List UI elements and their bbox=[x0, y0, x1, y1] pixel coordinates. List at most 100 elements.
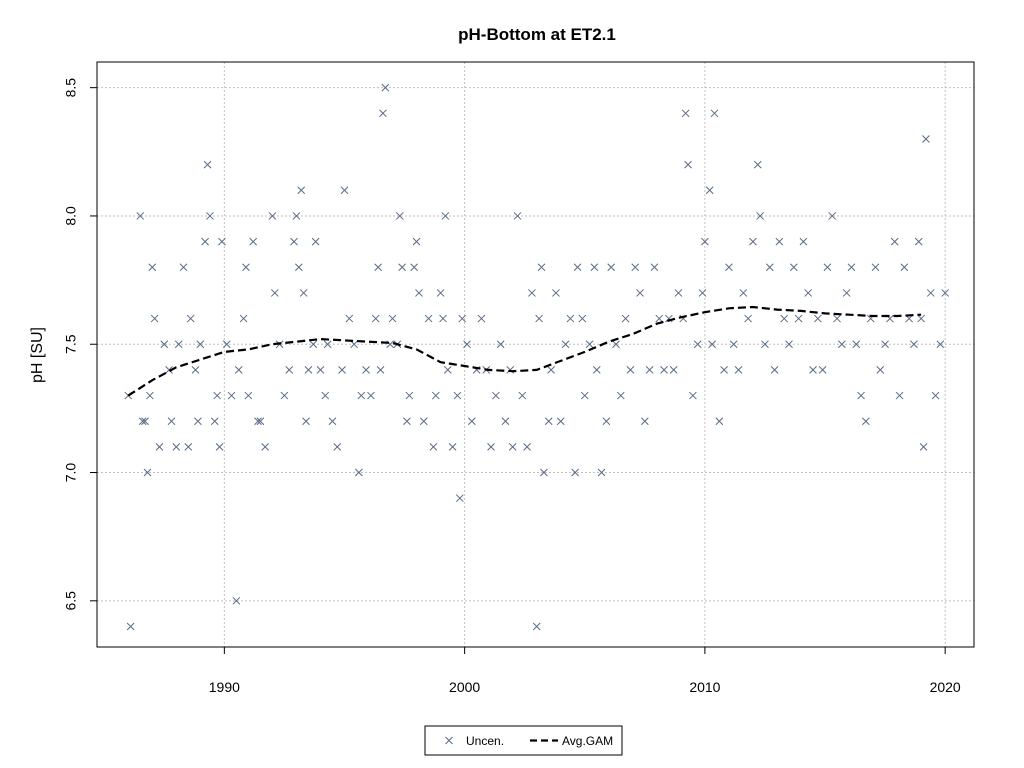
data-point bbox=[355, 468, 363, 477]
plot-frame bbox=[96, 61, 975, 648]
data-point bbox=[403, 417, 411, 426]
data-point bbox=[556, 417, 565, 426]
data-point bbox=[261, 443, 270, 451]
data-point bbox=[523, 443, 531, 451]
data-point bbox=[350, 340, 358, 349]
data-point bbox=[138, 417, 147, 426]
data-point bbox=[379, 109, 387, 118]
data-point bbox=[809, 366, 817, 374]
data-point bbox=[141, 417, 149, 426]
legend-item-uncen: Uncen. bbox=[445, 734, 504, 748]
data-point bbox=[780, 314, 789, 323]
data-point bbox=[321, 391, 330, 400]
x-tick-label: 2020 bbox=[930, 679, 961, 695]
data-point bbox=[160, 340, 169, 349]
data-point bbox=[818, 366, 827, 374]
data-point bbox=[146, 391, 154, 400]
data-point bbox=[655, 314, 664, 323]
data-point bbox=[165, 366, 173, 374]
data-point bbox=[590, 263, 599, 272]
data-point bbox=[222, 340, 231, 349]
data-point bbox=[914, 237, 923, 246]
data-point bbox=[357, 391, 366, 400]
data-point bbox=[857, 391, 865, 400]
data-point bbox=[544, 417, 553, 426]
data-point bbox=[381, 83, 390, 92]
y-tick-label: 8.0 bbox=[63, 206, 79, 226]
data-point bbox=[725, 263, 733, 272]
data-point bbox=[833, 314, 841, 323]
data-point bbox=[828, 212, 837, 220]
data-point bbox=[492, 391, 500, 400]
data-point bbox=[636, 289, 644, 297]
data-point bbox=[650, 263, 659, 272]
data-point bbox=[136, 212, 145, 220]
data-point bbox=[513, 212, 522, 220]
data-point bbox=[338, 366, 346, 374]
data-point bbox=[290, 237, 298, 246]
data-point bbox=[345, 314, 354, 323]
data-point bbox=[374, 263, 382, 272]
data-point bbox=[388, 314, 397, 323]
legend-label-uncen: Uncen. bbox=[466, 734, 504, 748]
data-point bbox=[210, 417, 219, 426]
data-point bbox=[206, 212, 214, 220]
legend-label-avg-gam: Avg.GAM bbox=[562, 734, 613, 748]
data-point bbox=[304, 366, 313, 374]
data-point bbox=[900, 263, 909, 272]
data-point bbox=[573, 263, 582, 272]
data-point bbox=[234, 366, 243, 374]
data-point bbox=[645, 366, 654, 374]
data-point bbox=[585, 340, 594, 349]
data-point bbox=[890, 237, 899, 246]
legend-cross-icon bbox=[445, 736, 453, 745]
data-point bbox=[765, 263, 774, 272]
data-point bbox=[578, 314, 587, 323]
data-point bbox=[455, 494, 464, 503]
data-point bbox=[232, 596, 241, 605]
data-point bbox=[371, 314, 380, 323]
data-point bbox=[919, 443, 928, 451]
data-point bbox=[405, 391, 414, 400]
data-point bbox=[535, 314, 543, 323]
data-point bbox=[285, 366, 294, 374]
data-point bbox=[540, 468, 548, 477]
data-point bbox=[794, 314, 803, 323]
data-point bbox=[847, 263, 856, 272]
data-point bbox=[213, 391, 221, 400]
data-point bbox=[280, 391, 289, 400]
data-point bbox=[239, 314, 248, 323]
data-point bbox=[701, 237, 709, 246]
data-point bbox=[256, 417, 265, 426]
data-point bbox=[201, 237, 209, 246]
data-point bbox=[227, 391, 236, 400]
data-point bbox=[184, 443, 193, 451]
data-point bbox=[340, 186, 349, 195]
data-point bbox=[376, 366, 385, 374]
data-point bbox=[698, 289, 707, 297]
data-point bbox=[431, 391, 440, 400]
data-point bbox=[895, 391, 904, 400]
data-point bbox=[547, 366, 555, 374]
data-point bbox=[669, 366, 678, 374]
y-tick-label: 6.5 bbox=[63, 591, 79, 611]
data-point bbox=[362, 366, 370, 374]
data-point bbox=[155, 443, 164, 451]
data-point bbox=[150, 314, 159, 323]
data-point bbox=[580, 391, 589, 400]
x-tick-label: 2000 bbox=[449, 679, 480, 695]
data-point bbox=[571, 468, 579, 477]
data-point bbox=[813, 314, 822, 323]
data-point bbox=[775, 237, 784, 246]
data-point bbox=[607, 263, 616, 272]
data-point bbox=[626, 366, 635, 374]
data-point bbox=[744, 314, 752, 323]
data-point bbox=[917, 314, 925, 323]
data-point bbox=[467, 417, 476, 426]
data-point bbox=[242, 263, 250, 272]
data-point bbox=[203, 160, 212, 169]
data-point bbox=[631, 263, 640, 272]
data-point bbox=[640, 417, 649, 426]
data-point bbox=[532, 622, 541, 631]
data-point bbox=[734, 366, 743, 374]
